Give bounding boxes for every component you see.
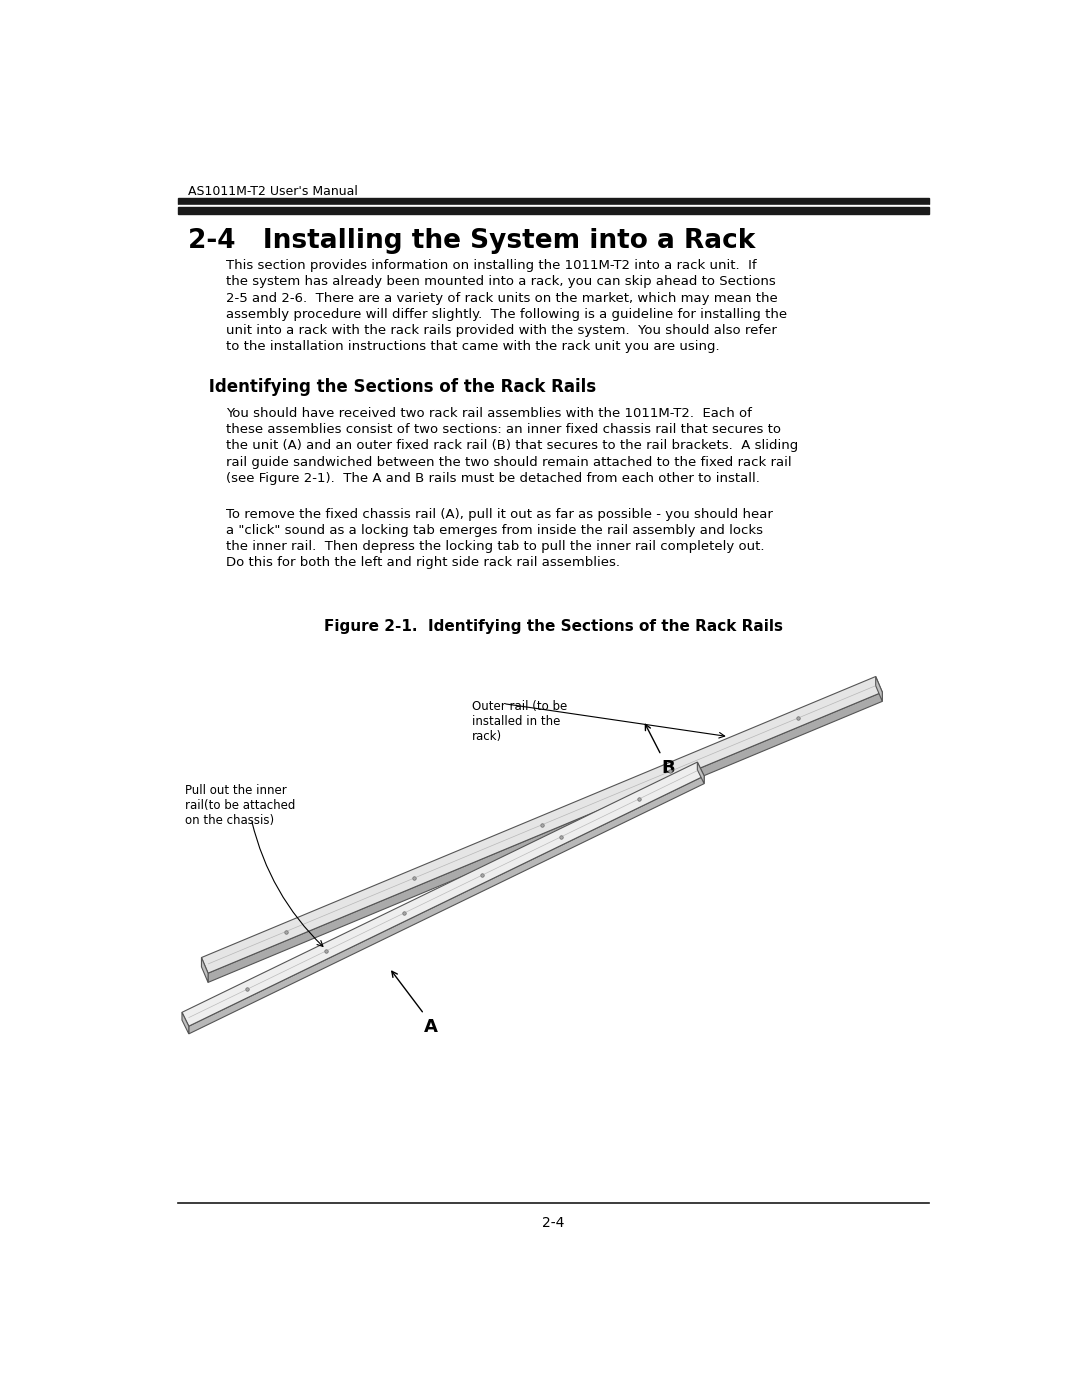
- Polygon shape: [202, 957, 208, 982]
- Text: 2-5 and 2-6.  There are a variety of rack units on the market, which may mean th: 2-5 and 2-6. There are a variety of rack…: [227, 292, 779, 305]
- Text: unit into a rack with the rack rails provided with the system.  You should also : unit into a rack with the rack rails pro…: [227, 324, 778, 337]
- Text: To remove the fixed chassis rail (A), pull it out as far as possible - you shoul: To remove the fixed chassis rail (A), pu…: [227, 509, 773, 521]
- Text: Outer rail (to be
installed in the
rack): Outer rail (to be installed in the rack): [472, 700, 567, 743]
- Bar: [177, 205, 930, 208]
- Text: Do this for both the left and right side rack rail assemblies.: Do this for both the left and right side…: [227, 556, 620, 570]
- Polygon shape: [876, 676, 882, 701]
- Text: rail guide sandwiched between the two should remain attached to the fixed rack r: rail guide sandwiched between the two sh…: [227, 455, 792, 468]
- Text: to the installation instructions that came with the rack unit you are using.: to the installation instructions that ca…: [227, 339, 720, 353]
- Text: A: A: [424, 1018, 438, 1035]
- Text: the system has already been mounted into a rack, you can skip ahead to Sections: the system has already been mounted into…: [227, 275, 777, 288]
- Text: B: B: [661, 759, 675, 777]
- Bar: [177, 207, 930, 214]
- Text: You should have received two rack rail assemblies with the 1011M-T2.  Each of: You should have received two rack rail a…: [227, 407, 753, 420]
- Polygon shape: [181, 1013, 189, 1034]
- Text: the inner rail.  Then depress the locking tab to pull the inner rail completely : the inner rail. Then depress the locking…: [227, 541, 765, 553]
- Bar: [177, 197, 930, 204]
- Polygon shape: [181, 763, 704, 1027]
- Text: a "click" sound as a locking tab emerges from inside the rail assembly and locks: a "click" sound as a locking tab emerges…: [227, 524, 764, 538]
- Text: Figure 2-1.  Identifying the Sections of the Rack Rails: Figure 2-1. Identifying the Sections of …: [324, 619, 783, 634]
- Polygon shape: [202, 676, 882, 974]
- Text: 2-4   Installing the System into a Rack: 2-4 Installing the System into a Rack: [188, 229, 755, 254]
- Text: assembly procedure will differ slightly.  The following is a guideline for insta: assembly procedure will differ slightly.…: [227, 307, 787, 321]
- Polygon shape: [189, 775, 704, 1034]
- Text: 2-4: 2-4: [542, 1217, 565, 1231]
- Text: AS1011M-T2 User's Manual: AS1011M-T2 User's Manual: [188, 184, 357, 197]
- Text: the unit (A) and an outer fixed rack rail (B) that secures to the rail brackets.: the unit (A) and an outer fixed rack rai…: [227, 440, 799, 453]
- Text: This section provides information on installing the 1011M-T2 into a rack unit.  : This section provides information on ins…: [227, 260, 757, 272]
- Text: (see Figure 2-1).  The A and B rails must be detached from each other to install: (see Figure 2-1). The A and B rails must…: [227, 472, 760, 485]
- Polygon shape: [208, 692, 882, 982]
- Text: these assemblies consist of two sections: an inner fixed chassis rail that secur: these assemblies consist of two sections…: [227, 423, 782, 436]
- Polygon shape: [698, 763, 704, 784]
- Text: Identifying the Sections of the Rack Rails: Identifying the Sections of the Rack Rai…: [203, 377, 596, 395]
- Text: Pull out the inner
rail(to be attached
on the chassis): Pull out the inner rail(to be attached o…: [186, 784, 296, 827]
